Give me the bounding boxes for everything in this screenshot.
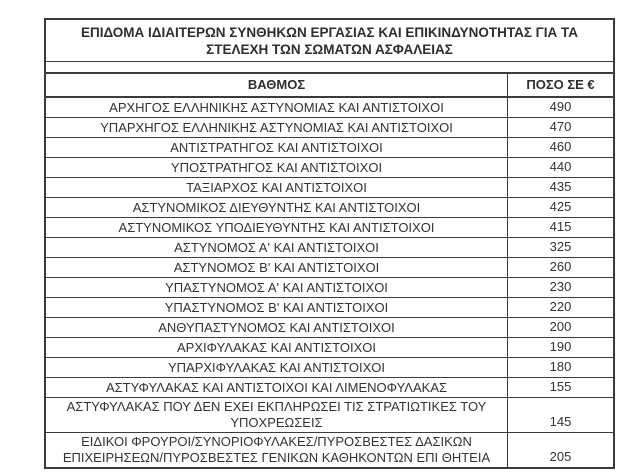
amount-cell: 260 [507,258,613,277]
grade-cell: ΑΣΤΥΝΟΜΙΚΟΣ ΥΠΟΔΙΕΥΘΥΝΤΗΣ ΚΑΙ ΑΝΤΙΣΤΟΙΧΟ… [118,219,435,235]
grade-cell: ΑΣΤΥΝΟΜΟΣ Β' ΚΑΙ ΑΝΤΙΣΤΟΙΧΟΙ [173,259,380,275]
table-header-row: ΒΑΘΜΟΣ ΠΟΣΟ ΣΕ € [46,72,613,98]
grade-cell: ΑΣΤΥΦΥΛΑΚΑΣ ΚΑΙ ΑΝΤΙΣΤΟΙΧΟΙ ΚΑΙ ΛΙΜΕΝΟΦΥ… [105,379,448,395]
table-row: ΥΠΑΣΤΥΝΟΜΟΣ Α' ΚΑΙ ΑΝΤΙΣΤΟΙΧΟΙ 230 [46,278,613,298]
grade-cell: ΑΣΤΥΝΟΜΙΚΟΣ ΔΙΕΥΘΥΝΤΗΣ ΚΑΙ ΑΝΤΙΣΤΟΙΧΟΙ [132,199,421,215]
amount-cell: 155 [507,378,613,397]
table-row: ΑΝΤΙΣΤΡΑΤΗΓΟΣ ΚΑΙ ΑΝΤΙΣΤΟΙΧΟΙ 460 [46,138,613,158]
grade-cell: ΥΠΑΡΧΙΦΥΛΑΚΑΣ ΚΑΙ ΑΝΤΙΣΤΟΙΧΟΙ [167,359,385,375]
grade-cell: ΑΝΤΙΣΤΡΑΤΗΓΟΣ ΚΑΙ ΑΝΤΙΣΤΟΙΧΟΙ [170,139,383,155]
grade-cell: ΑΣΤΥΝΟΜΟΣ Α' ΚΑΙ ΑΝΤΙΣΤΟΙΧΟΙ [174,239,379,255]
amount-cell: 435 [507,178,613,197]
table-row: ΑΣΤΥΝΟΜΟΣ Β' ΚΑΙ ΑΝΤΙΣΤΟΙΧΟΙ 260 [46,258,613,278]
table-row: ΑΡΧΙΦΥΛΑΚΑΣ ΚΑΙ ΑΝΤΙΣΤΟΙΧΟΙ 190 [46,338,613,358]
amount-cell: 180 [507,358,613,377]
amount-cell: 205 [507,433,613,467]
grade-cell: ΑΡΧΗΓΟΣ ΕΛΛΗΝΙΚΗΣ ΑΣΤΥΝΟΜΙΑΣ ΚΑΙ ΑΝΤΙΣΤΟ… [109,99,444,115]
column-header-grade: ΒΑΘΜΟΣ [247,77,306,92]
table-row: ΑΣΤΥΦΥΛΑΚΑΣ ΠΟΥ ΔΕΝ ΕΧΕΙ ΕΚΠΛΗΡΩΣΕΙ ΤΙΣ … [46,398,613,433]
table-row: ΑΣΤΥΦΥΛΑΚΑΣ ΚΑΙ ΑΝΤΙΣΤΟΙΧΟΙ ΚΑΙ ΛΙΜΕΝΟΦΥ… [46,378,613,398]
table-row: ΥΠΟΣΤΡΑΤΗΓΟΣ ΚΑΙ ΑΝΤΙΣΤΟΙΧΟΙ 440 [46,158,613,178]
title-header-gap [46,62,613,72]
grade-cell: ΑΝΘΥΠΑΣΤΥΝΟΜΟΣ ΚΑΙ ΑΝΤΙΣΤΟΙΧΟΙ [158,319,395,335]
amount-cell: 190 [507,338,613,357]
grade-cell: ΕΙΔΙΚΟΙ ΦΡΟΥΡΟΙ/ΣΥΝΟΡΙΟΦΥΛΑΚΕΣ/ΠΥΡΟΣΒΕΣΤ… [62,434,491,465]
grade-cell: ΥΠΑΡΧΗΓΟΣ ΕΛΛΗΝΙΚΗΣ ΑΣΤΥΝΟΜΙΑΣ ΚΑΙ ΑΝΤΙΣ… [100,119,453,135]
allowance-table: ΕΠΙΔΟΜΑ ΙΔΙΑΙΤΕΡΩΝ ΣΥΝΘΗΚΩΝ ΕΡΓΑΣΙΑΣ ΚΑΙ… [44,18,615,469]
amount-cell: 220 [507,298,613,317]
table-row: ΥΠΑΡΧΙΦΥΛΑΚΑΣ ΚΑΙ ΑΝΤΙΣΤΟΙΧΟΙ 180 [46,358,613,378]
table-row: ΑΣΤΥΝΟΜΙΚΟΣ ΥΠΟΔΙΕΥΘΥΝΤΗΣ ΚΑΙ ΑΝΤΙΣΤΟΙΧΟ… [46,218,613,238]
table-row: ΑΡΧΗΓΟΣ ΕΛΛΗΝΙΚΗΣ ΑΣΤΥΝΟΜΙΑΣ ΚΑΙ ΑΝΤΙΣΤΟ… [46,98,613,118]
table-title-line-1: ΕΠΙΔΟΜΑ ΙΔΙΑΙΤΕΡΩΝ ΣΥΝΘΗΚΩΝ ΕΡΓΑΣΙΑΣ ΚΑΙ… [80,25,579,40]
amount-cell: 200 [507,318,613,337]
table-title: ΕΠΙΔΟΜΑ ΙΔΙΑΙΤΕΡΩΝ ΣΥΝΘΗΚΩΝ ΕΡΓΑΣΙΑΣ ΚΑΙ… [46,20,613,62]
grade-cell: ΥΠΑΣΤΥΝΟΜΟΣ Β' ΚΑΙ ΑΝΤΙΣΤΟΙΧΟΙ [164,299,389,315]
amount-cell: 415 [507,218,613,237]
table-row: ΕΙΔΙΚΟΙ ΦΡΟΥΡΟΙ/ΣΥΝΟΡΙΟΦΥΛΑΚΕΣ/ΠΥΡΟΣΒΕΣΤ… [46,433,613,467]
grade-cell: ΑΡΧΙΦΥΛΑΚΑΣ ΚΑΙ ΑΝΤΙΣΤΟΙΧΟΙ [177,339,376,355]
table-row: ΑΝΘΥΠΑΣΤΥΝΟΜΟΣ ΚΑΙ ΑΝΤΙΣΤΟΙΧΟΙ 200 [46,318,613,338]
grade-cell: ΥΠΟΣΤΡΑΤΗΓΟΣ ΚΑΙ ΑΝΤΙΣΤΟΙΧΟΙ [170,159,383,175]
grade-cell: ΑΣΤΥΦΥΛΑΚΑΣ ΠΟΥ ΔΕΝ ΕΧΕΙ ΕΚΠΛΗΡΩΣΕΙ ΤΙΣ … [66,399,487,430]
amount-cell: 460 [507,138,613,157]
table-row: ΤΑΞΙΑΡΧΟΣ ΚΑΙ ΑΝΤΙΣΤΟΙΧΟΙ 435 [46,178,613,198]
table-row: ΥΠΑΡΧΗΓΟΣ ΕΛΛΗΝΙΚΗΣ ΑΣΤΥΝΟΜΙΑΣ ΚΑΙ ΑΝΤΙΣ… [46,118,613,138]
amount-cell: 490 [507,98,613,117]
table-row: ΥΠΑΣΤΥΝΟΜΟΣ Β' ΚΑΙ ΑΝΤΙΣΤΟΙΧΟΙ 220 [46,298,613,318]
amount-cell: 440 [507,158,613,177]
amount-cell: 230 [507,278,613,297]
table-row: ΑΣΤΥΝΟΜΟΣ Α' ΚΑΙ ΑΝΤΙΣΤΟΙΧΟΙ 325 [46,238,613,258]
amount-cell: 470 [507,118,613,137]
table-title-line-2: ΣΤΕΛΕΧΗ ΤΩΝ ΣΩΜΑΤΩΝ ΑΣΦΑΛΕΙΑΣ [206,42,453,57]
grade-cell: ΥΠΑΣΤΥΝΟΜΟΣ Α' ΚΑΙ ΑΝΤΙΣΤΟΙΧΟΙ [165,279,388,295]
amount-cell: 325 [507,238,613,257]
amount-cell: 145 [507,398,613,432]
table-row: ΑΣΤΥΝΟΜΙΚΟΣ ΔΙΕΥΘΥΝΤΗΣ ΚΑΙ ΑΝΤΙΣΤΟΙΧΟΙ 4… [46,198,613,218]
grade-cell: ΤΑΞΙΑΡΧΟΣ ΚΑΙ ΑΝΤΙΣΤΟΙΧΟΙ [186,179,367,195]
column-header-amount: ΠΟΣΟ ΣΕ € [507,74,613,96]
amount-cell: 425 [507,198,613,217]
